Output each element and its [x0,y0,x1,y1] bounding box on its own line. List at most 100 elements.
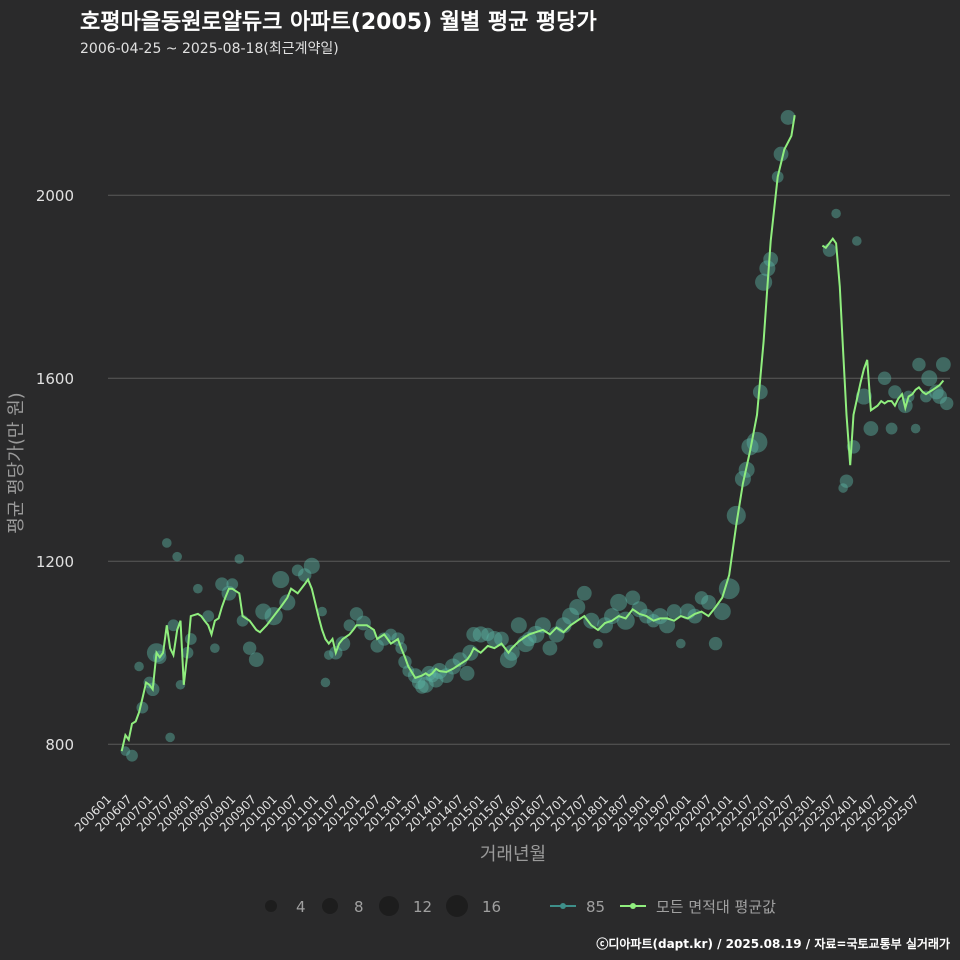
data-point [666,604,682,619]
data-point [885,422,898,435]
data-point [659,617,676,634]
data-point [248,652,264,668]
data-point [472,626,489,643]
y-tick-label: 800 [45,736,74,754]
data-point [932,389,948,404]
data-point [499,651,518,669]
data-point [272,570,290,589]
legend: 4 8 12 16 85 모든 면적대 평균값 [265,895,776,917]
data-point [317,606,327,617]
data-point [910,423,921,434]
data-point [625,590,641,606]
legend-avg-dot [630,903,636,909]
data-point [912,357,926,372]
data-point [510,617,527,634]
data-point [921,370,938,387]
data-point [763,251,779,267]
data-point [242,641,257,655]
data-point [610,593,628,611]
scatter-layer [120,110,954,762]
data-point [172,551,182,562]
data-point [291,564,304,577]
data-point [134,661,144,672]
data-point [452,652,468,668]
data-point [863,421,879,436]
data-point [162,538,172,548]
legend-size-label-16: 16 [482,898,501,916]
data-point [255,603,272,620]
data-point [486,631,503,648]
data-point [822,243,837,257]
source-caption: ⓒ디아파트(dapt.kr) / 2025.08.19 / 자료=국토교통부 실… [596,937,950,951]
data-point [349,607,364,621]
data-point [877,371,892,385]
data-point [226,578,239,590]
data-point [928,384,944,400]
y-axis: 800 1200 1600 2000 [36,187,74,754]
data-point [838,483,848,493]
data-point [126,749,138,762]
data-point [459,665,475,681]
data-point [210,643,220,653]
data-point [839,474,854,488]
x-axis: 2006012006072007012007072008012008072009… [72,792,922,834]
data-point [521,631,537,647]
y-tick-label: 2000 [36,187,74,205]
data-point [415,680,429,694]
legend-85-label: 85 [586,898,605,916]
data-point [542,640,558,656]
data-point [193,583,203,594]
data-point [165,732,175,743]
data-point [421,665,437,681]
data-point [184,633,197,645]
data-point [583,612,600,629]
legend-size-label-12: 12 [413,898,432,916]
data-point [335,636,351,651]
legend-size-swatch-16 [446,895,468,917]
data-point [576,585,592,601]
data-point [701,595,716,610]
data-point [320,677,331,688]
y-tick-label: 1200 [36,553,74,571]
data-point [935,357,951,372]
data-point [593,638,603,649]
series-line-avg-1 [821,237,945,466]
data-point [411,675,426,690]
data-point [675,638,686,649]
legend-85-dot [560,903,566,909]
data-point [384,628,397,641]
data-point [604,608,621,625]
data-point [713,602,731,621]
chart-title: 호평마을동원로얄듀크 아파트(2005) 월별 평균 평당가 [80,10,597,35]
data-point [852,236,862,246]
data-point [920,390,932,403]
data-point [279,594,296,611]
data-point [759,260,776,277]
legend-size-swatch-8 [322,898,338,914]
data-point [855,388,872,405]
data-point [364,628,377,641]
y-tick-label: 1600 [36,370,74,388]
data-point [780,110,796,125]
legend-size-swatch-4 [265,900,277,912]
legend-size-label-8: 8 [354,898,364,916]
y-axis-title: 평균 평당가(만 원) [6,392,27,533]
data-point [202,610,215,623]
legend-size-label-4: 4 [296,898,306,916]
data-point [631,601,648,618]
data-point [846,440,861,454]
chart-subtitle: 2006-04-25 ~ 2025-08-18(최근계약일) [80,41,339,57]
data-point [708,636,723,651]
data-point [343,619,356,632]
grid-layer [108,194,950,745]
data-point [755,273,773,291]
data-point [752,384,768,400]
data-point [466,627,482,642]
data-point [694,591,709,605]
series-line-avg-0 [120,115,796,752]
data-point [534,617,551,634]
data-point [726,505,746,526]
data-point [234,554,245,564]
